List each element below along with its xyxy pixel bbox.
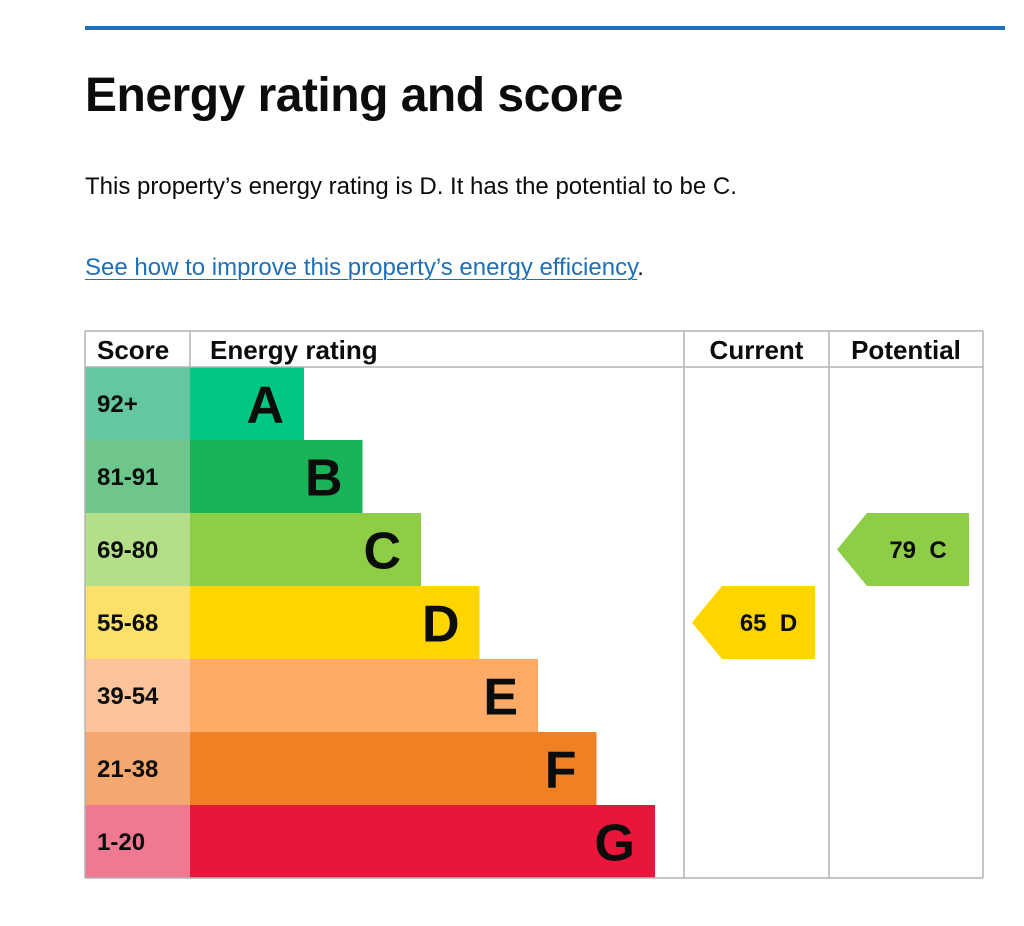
score-label-e: 39-54 [97,683,159,710]
page-title: Energy rating and score [85,69,624,122]
improve-link-line: See how to improve this property’s energ… [85,253,644,283]
potential-rating-arrow [837,513,969,586]
rating-bar-e [190,659,538,732]
rating-letter-g: G [595,815,635,873]
rating-letter-f: F [545,742,577,800]
rating-bar-f [190,732,597,805]
score-label-b: 81-91 [97,464,158,491]
current-rating-label: 65 D [740,610,797,637]
score-cell-a [85,367,190,440]
score-cell-e [85,659,190,732]
rating-bar-g [190,805,655,878]
rating-letter-d: D [422,596,460,654]
rating-bar-c [190,513,421,586]
score-cell-c [85,513,190,586]
rating-summary: This property’s energy rating is D. It h… [85,173,737,200]
score-cell-d [85,586,190,659]
rating-bar-d [190,586,480,659]
score-label-g: 1-20 [97,829,145,856]
rating-letter-a: A [246,377,284,435]
current-rating-arrow [692,586,815,659]
rating-bar-b [190,440,363,513]
header-current: Current [710,335,804,365]
header-score: Score [97,335,169,365]
improve-efficiency-link[interactable]: See how to improve this property’s energ… [85,254,638,281]
score-cell-g [85,805,190,878]
score-cell-f [85,732,190,805]
header-potential: Potential [851,335,961,365]
score-label-d: 55-68 [97,610,158,637]
header-energy-rating: Energy rating [210,335,378,365]
score-label-c: 69-80 [97,537,158,564]
potential-rating-label: 79 C [889,537,946,564]
section-top-rule [85,26,1005,30]
link-suffix: . [637,254,644,281]
rating-letter-b: B [305,450,343,508]
score-cell-b [85,440,190,513]
score-label-f: 21-38 [97,756,158,783]
rating-bar-a [190,367,304,440]
rating-letter-e: E [483,669,518,727]
score-label-a: 92+ [97,391,138,418]
rating-letter-c: C [363,523,401,581]
